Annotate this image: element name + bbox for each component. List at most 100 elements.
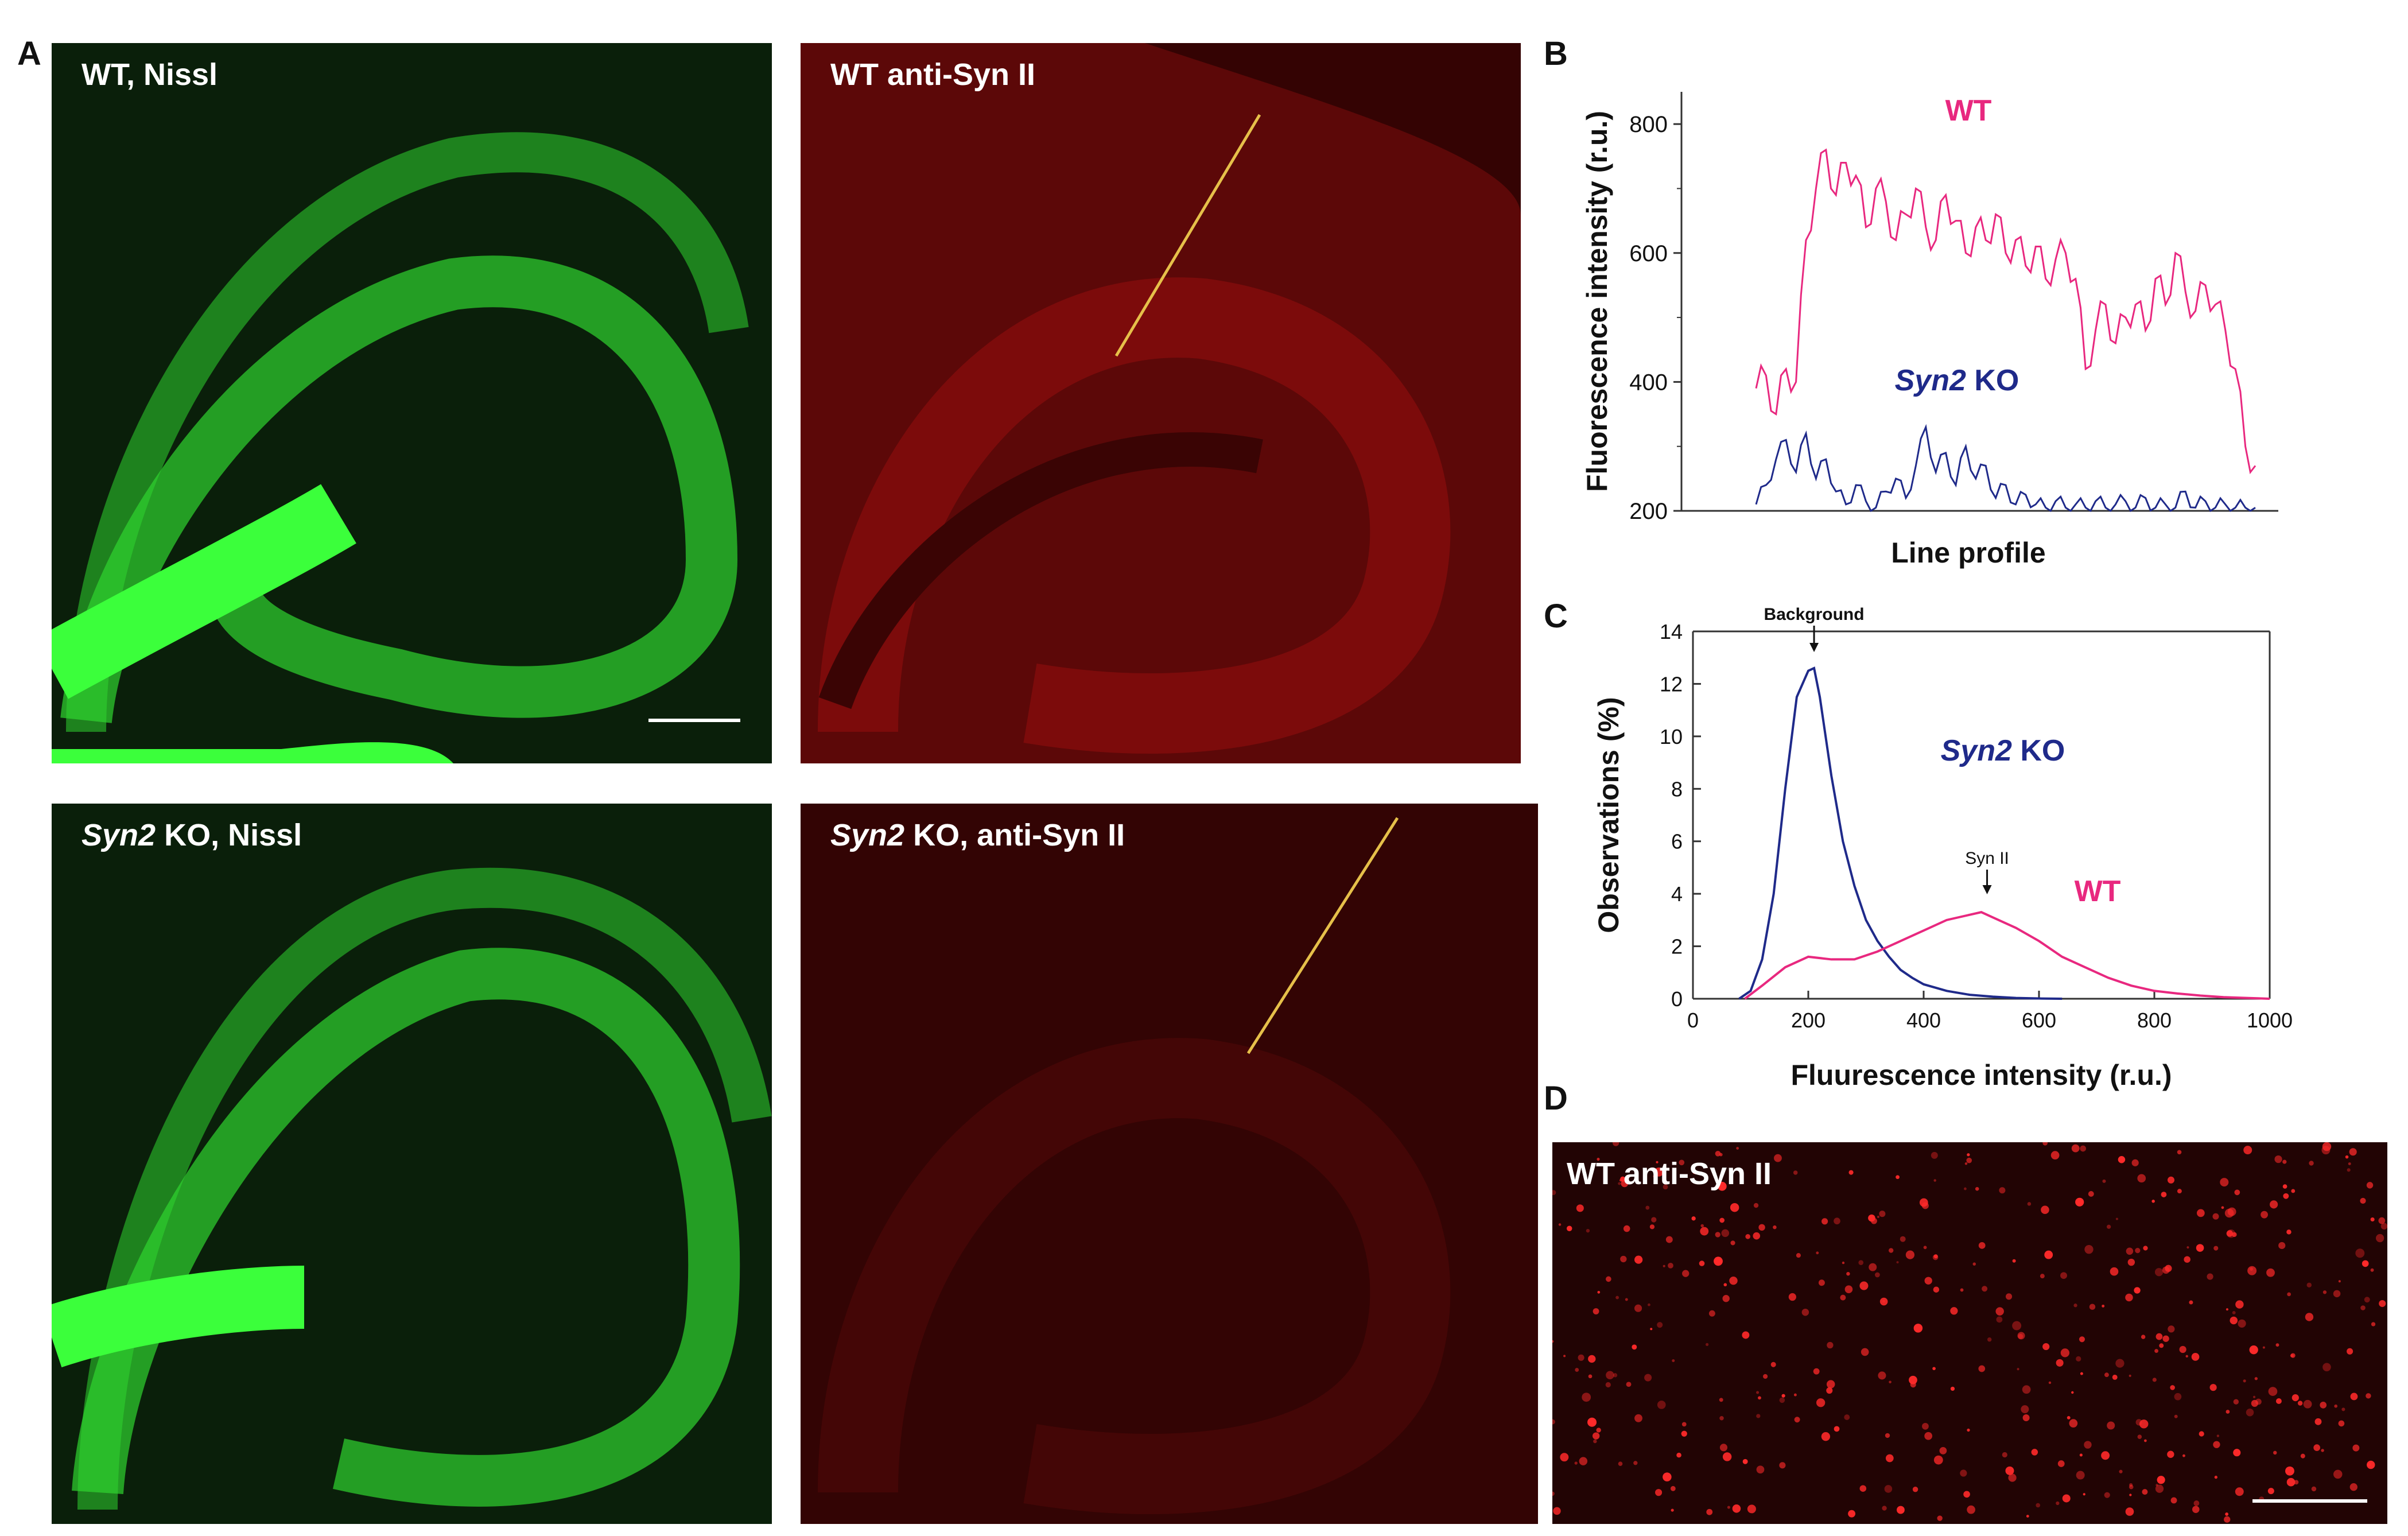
hippocampus-syn-image <box>818 817 1451 1515</box>
synaptic-punctum <box>1826 1380 1835 1388</box>
synaptic-punctum <box>1781 1394 1785 1398</box>
synaptic-punctum <box>2026 1515 2029 1518</box>
synaptic-punctum <box>2235 1487 2244 1496</box>
synaptic-punctum <box>1729 1276 1738 1285</box>
synaptic-punctum <box>1663 1184 1668 1190</box>
synaptic-punctum <box>2275 1398 2282 1404</box>
synaptic-punctum <box>2338 1420 2345 1427</box>
synaptic-punctum <box>1888 1248 1894 1253</box>
synaptic-punctum <box>2314 1418 2322 1425</box>
synaptic-punctum <box>1982 1286 1988 1292</box>
synaptic-punctum <box>2083 1493 2085 1496</box>
synaptic-punctum <box>2073 1304 2077 1308</box>
synaptic-punctum <box>2155 1333 2163 1340</box>
micrograph-ko-nissl: Syn2 KO, Nissl <box>52 804 772 1524</box>
synaptic-punctum <box>2017 1332 2025 1340</box>
annotation-arrowhead <box>1809 643 1819 652</box>
synaptic-punctum <box>1742 1331 1750 1339</box>
synaptic-punctum <box>2170 1385 2175 1390</box>
synaptic-punctum <box>2002 1452 2007 1458</box>
synaptic-punctum <box>1623 1225 1630 1232</box>
synaptic-punctum <box>2102 1179 2106 1183</box>
synaptic-punctum <box>2126 1247 2134 1255</box>
synaptic-punctum <box>1613 1373 1618 1378</box>
synaptic-punctum <box>2071 1391 2074 1394</box>
synaptic-punctum <box>1634 1255 1643 1264</box>
synaptic-punctum <box>1885 1433 1890 1438</box>
synaptic-punctum <box>2262 1346 2265 1349</box>
hippocampus-nissl-image <box>52 132 749 763</box>
synaptic-punctum <box>1727 1506 1731 1509</box>
synaptic-punctum <box>1552 1340 1554 1343</box>
synaptic-punctum <box>2167 1450 2174 1458</box>
synaptic-punctum <box>1615 1295 1619 1300</box>
synaptic-punctum <box>1657 1401 1666 1409</box>
synaptic-punctum <box>2050 1151 2060 1160</box>
synaptic-punctum <box>2076 1471 2085 1480</box>
panel-letter-d: D <box>1544 1080 1568 1117</box>
synaptic-punctum <box>1978 1365 1986 1372</box>
synaptic-punctum <box>2366 1393 2371 1399</box>
synaptic-punctum <box>2243 1146 2252 1155</box>
synaptic-punctum <box>2243 1379 2246 1383</box>
synaptic-punctum <box>2186 1246 2189 1249</box>
synaptic-punctum <box>2088 1191 2094 1197</box>
synaptic-punctum <box>1560 1453 1569 1462</box>
line-profile-marker <box>1246 817 1399 1054</box>
synaptic-punctum <box>1896 1261 1899 1264</box>
synaptic-punctum <box>2185 1355 2188 1358</box>
synaptic-punctum <box>2349 1483 2357 1491</box>
synaptic-punctum <box>1700 1224 1704 1228</box>
synaptic-punctum <box>2238 1319 2246 1328</box>
synaptic-punctum <box>1909 1375 1917 1384</box>
synaptic-punctum <box>1657 1322 1663 1328</box>
y-tick-label: 14 <box>1660 620 1683 643</box>
synaptic-punctum <box>2102 1304 2105 1308</box>
x-axis-label: Line profile <box>1891 537 2045 569</box>
synaptic-punctum <box>1665 1236 1673 1243</box>
synaptic-punctum <box>2232 1232 2237 1238</box>
synaptic-punctum <box>1721 1229 1730 1238</box>
synaptic-punctum <box>1619 1179 1622 1182</box>
synaptic-punctum <box>2349 1148 2357 1156</box>
synaptic-punctum <box>2233 1449 2241 1457</box>
synaptic-punctum <box>1884 1485 1893 1493</box>
synaptic-punctum <box>1588 1355 1596 1363</box>
synaptic-punctum <box>1897 1506 1905 1514</box>
synaptic-punctum <box>1700 1227 1709 1236</box>
synaptic-punctum <box>2182 1454 2185 1457</box>
synaptic-punctum <box>1663 1265 1665 1267</box>
synaptic-punctum <box>1597 1290 1601 1294</box>
synaptic-punctum <box>1964 1162 1968 1165</box>
synaptic-punctum <box>2041 1205 2049 1215</box>
synaptic-punctum <box>1966 1157 1972 1163</box>
synaptic-punctum <box>1587 1417 1597 1427</box>
synaptic-punctum <box>1558 1223 1562 1226</box>
micrograph-wt-syn: WT anti-Syn II <box>801 43 1521 763</box>
synaptic-punctum <box>2152 1378 2157 1382</box>
synaptic-punctum <box>1933 1286 1940 1293</box>
synaptic-punctum <box>1756 1414 1761 1418</box>
synaptic-punctum <box>2115 1217 2118 1220</box>
synaptic-punctum <box>1848 1170 1854 1175</box>
synaptic-punctum <box>2230 1316 2238 1325</box>
synaptic-punctum <box>2069 1419 2078 1428</box>
series-line-ko <box>1755 424 2256 513</box>
synaptic-punctum <box>2347 1168 2351 1172</box>
synaptic-punctum <box>1634 1414 1642 1422</box>
synaptic-punctum <box>2209 1384 2217 1391</box>
synaptic-punctum <box>2056 1501 2060 1506</box>
synaptic-punctum <box>1566 1225 1572 1231</box>
synaptic-punctum <box>1882 1300 1885 1303</box>
synaptic-punctum <box>2193 1500 2200 1506</box>
synaptic-punctum <box>1905 1250 1915 1259</box>
synaptic-punctum <box>2303 1399 2312 1409</box>
synaptic-punctum <box>1756 1391 1760 1394</box>
synaptic-punctum <box>2184 1256 2190 1263</box>
synaptic-punctum <box>2115 1359 2125 1368</box>
synaptic-punctum <box>1654 1167 1664 1177</box>
synaptic-punctum <box>1618 1461 1623 1466</box>
synaptic-punctum <box>1827 1341 1834 1349</box>
series-line-wt <box>1755 148 2256 475</box>
synaptic-punctum <box>2005 1466 2014 1475</box>
